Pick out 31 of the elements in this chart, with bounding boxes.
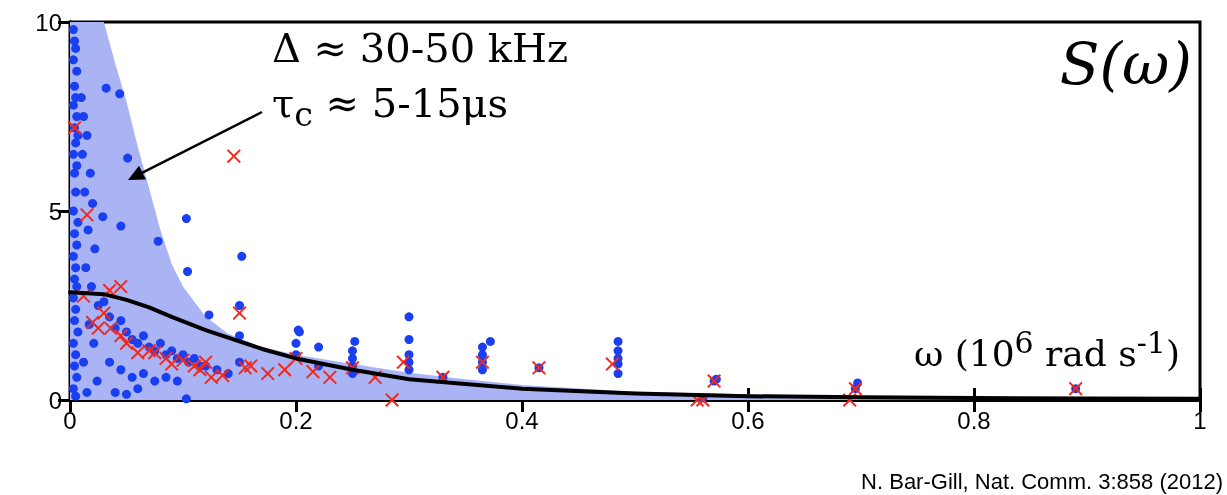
point — [113, 279, 128, 294]
annotation: τ$_{c}$ ≈ 5-15μs — [272, 80, 509, 134]
point — [142, 343, 157, 358]
point — [164, 357, 179, 372]
y-tick-label: 10 — [35, 8, 62, 36]
x-tick-label: 1 — [1193, 406, 1207, 434]
annotation: S(ω) — [1059, 30, 1192, 98]
x-tick-label: 0.8 — [957, 406, 991, 434]
x-tick-label: 0.6 — [731, 406, 765, 434]
point — [198, 355, 213, 370]
point — [605, 357, 620, 372]
point — [305, 364, 320, 379]
annotation: Δ ≈ 30-50 kHz — [272, 25, 569, 71]
point — [96, 306, 111, 321]
x-axis-title: ω (10$^{6}$ rad s$^{-1}$) — [913, 325, 1180, 374]
x-tick-label: 0.4 — [505, 406, 539, 434]
point — [396, 355, 411, 370]
point — [79, 207, 94, 222]
point — [147, 345, 162, 360]
point — [215, 368, 230, 383]
point — [260, 366, 275, 381]
x-tick-label: 0.2 — [279, 406, 313, 434]
point — [176, 353, 190, 368]
point — [103, 321, 118, 336]
point — [243, 358, 258, 373]
point — [385, 393, 400, 407]
point — [226, 149, 241, 164]
point — [192, 362, 207, 377]
text: N. Bar-Gill, Nat. Comm. 3:858 (2012) — [861, 469, 1223, 495]
point — [322, 370, 337, 385]
point — [119, 336, 134, 351]
